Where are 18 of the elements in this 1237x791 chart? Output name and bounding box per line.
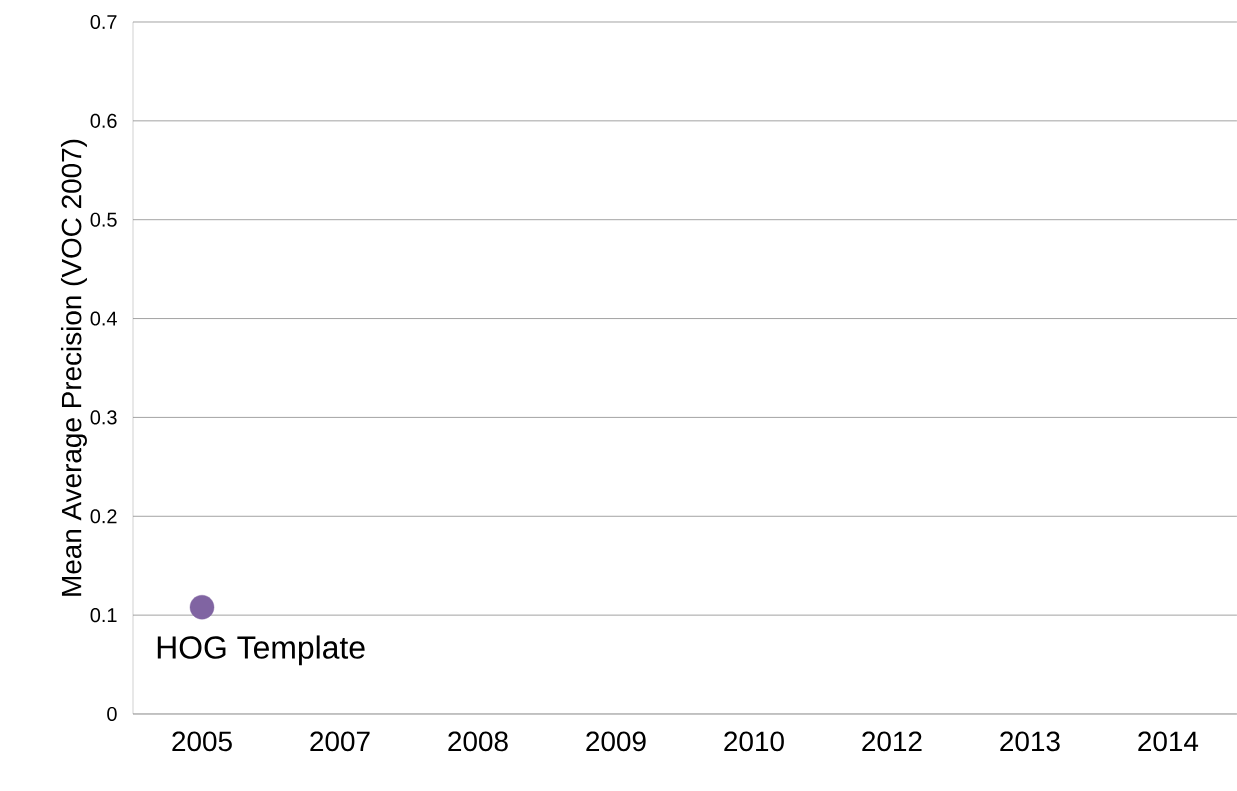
y-tick-label: 0.2	[90, 509, 117, 524]
annotation: HOG Template	[157, 635, 365, 666]
y-tick-label: 0.4	[90, 311, 117, 326]
x-tick-label: 2008	[448, 731, 508, 752]
x-tick-label: 2010	[724, 731, 784, 752]
x-tick-label: 2014	[1138, 731, 1199, 752]
y-tick-label: 0.6	[90, 113, 117, 128]
x-tick-label: 2013	[1000, 731, 1060, 752]
x-tick-label: 2009	[586, 731, 646, 752]
y-tick-label: 0	[107, 706, 117, 722]
y-tick-label: 0.1	[90, 608, 117, 623]
x-tick-label: 2012	[862, 731, 922, 752]
x-tick-label: 2007	[310, 731, 370, 752]
y-tick-label: 0.3	[90, 410, 117, 425]
y-tick-label: 0.5	[90, 212, 117, 227]
y-tick-label: 0.7	[90, 14, 117, 30]
y-axis-title: Mean Average Precision (VOC 2007)	[60, 139, 87, 596]
x-tick-label: 2005	[172, 731, 232, 752]
